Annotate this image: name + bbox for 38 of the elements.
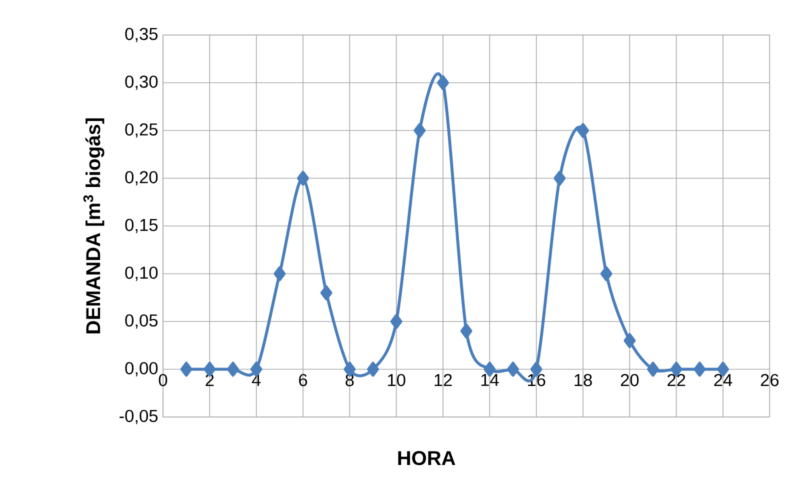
y-tick-label: -0,05 <box>120 410 158 424</box>
point <box>694 362 706 377</box>
point <box>390 314 402 329</box>
point <box>367 362 379 377</box>
point <box>414 123 426 138</box>
y-tick-label: 0,30 <box>125 76 158 90</box>
x-tick-label: 14 <box>481 374 499 386</box>
x-tick-label: 0 <box>158 374 168 386</box>
point <box>460 324 472 339</box>
point <box>320 285 332 300</box>
x-tick-label: 20 <box>620 374 639 386</box>
y-tick-label: 0,05 <box>125 314 158 329</box>
y-tick-label: 0,00 <box>125 362 158 376</box>
x-tick-label: 24 <box>714 374 732 386</box>
x-tick-label: 12 <box>434 374 452 386</box>
point <box>227 362 239 377</box>
point <box>647 362 659 377</box>
x-tick-label: 22 <box>668 374 686 386</box>
x-tick-label: 26 <box>760 374 779 386</box>
x-axis-title: HORA <box>398 451 456 466</box>
point <box>507 362 519 377</box>
point <box>437 75 449 90</box>
x-tick-label: 6 <box>299 374 308 386</box>
y-tick-label: 0,20 <box>125 171 158 186</box>
point <box>600 266 612 282</box>
x-tick-label: 10 <box>388 374 406 386</box>
y-tick-label: 0,25 <box>125 123 158 138</box>
point <box>274 266 286 282</box>
point <box>180 362 192 377</box>
point <box>554 170 566 186</box>
point <box>624 333 636 348</box>
y-tick-label: 0,15 <box>125 218 158 234</box>
y-tick-label: 0,35 <box>125 28 158 42</box>
y-axis-title: DEMANDA [m$^{3}$ biogás] <box>83 118 104 334</box>
y-tick-label: 0,10 <box>125 266 158 281</box>
x-tick-label: 18 <box>574 374 592 386</box>
point <box>297 170 309 186</box>
point <box>577 123 589 138</box>
